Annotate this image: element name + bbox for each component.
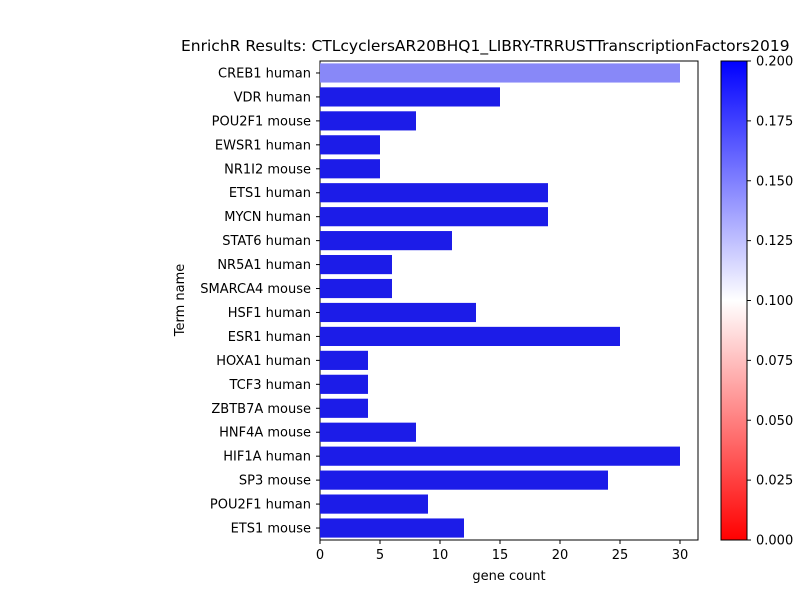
plot-area: [319, 60, 699, 541]
bar: [320, 111, 416, 131]
bar: [320, 518, 464, 538]
y-tick-label: STAT6 human: [222, 234, 311, 249]
x-tick-label: 15: [492, 548, 509, 563]
bar: [320, 135, 380, 155]
x-tick-label: 30: [672, 548, 689, 563]
bar: [320, 494, 428, 514]
colorbar-tick-label: 0.150: [756, 174, 793, 189]
bar: [320, 207, 548, 227]
y-tick-label: HOXA1 human: [216, 354, 311, 369]
y-tick-label: MYCN human: [224, 210, 311, 225]
bar: [320, 398, 368, 418]
y-tick-label: HSF1 human: [228, 306, 311, 321]
y-tick-label: SP3 mouse: [239, 474, 311, 489]
bar: [320, 470, 608, 490]
colorbar-tick-label: 0.075: [756, 354, 793, 369]
bar: [320, 63, 680, 83]
x-axis-label: gene count: [472, 569, 545, 584]
y-tick-label: ETS1 human: [229, 186, 311, 201]
bar: [320, 183, 548, 203]
colorbar-tick-label: 0.000: [756, 534, 793, 549]
y-tick-label: VDR human: [234, 90, 311, 105]
y-tick-label: TCF3 human: [229, 378, 312, 393]
y-tick-label: NR5A1 human: [217, 258, 311, 273]
x-axis-ticks: 0 5 10 15 20 25 30: [316, 540, 688, 563]
y-tick-label: POU2F1 human: [210, 498, 311, 513]
bar: [320, 446, 680, 466]
y-tick-label: EWSR1 human: [215, 138, 311, 153]
bar: [320, 302, 476, 323]
bar: [320, 231, 452, 251]
bar: [320, 159, 380, 179]
x-tick-label: 0: [316, 548, 324, 563]
y-tick-label: ETS1 mouse: [231, 522, 311, 537]
y-tick-label: HNF4A mouse: [219, 426, 311, 441]
y-tick-label: ESR1 human: [228, 330, 311, 345]
bar: [320, 374, 368, 394]
bar: [320, 422, 416, 442]
y-tick-label: NR1I2 mouse: [224, 162, 311, 177]
y-tick-label: HIF1A human: [223, 450, 311, 465]
y-axis-label: Term name: [173, 264, 188, 338]
colorbar-tick-label: 0.100: [756, 294, 793, 309]
y-tick-label: ZBTB7A mouse: [211, 402, 311, 417]
x-tick-label: 20: [552, 548, 569, 563]
colorbar-tick-label: 0.125: [756, 234, 793, 249]
y-axis-ticks: CREB1 human VDR human POU2F1 mouse EWSR1 hu…: [200, 66, 320, 537]
colorbar-tick-label: 0.050: [756, 414, 793, 429]
x-tick-label: 5: [376, 548, 384, 563]
y-tick-label: POU2F1 mouse: [212, 114, 311, 129]
colorbar-tick-label: 0.200: [756, 55, 793, 70]
x-tick-label: 10: [432, 548, 449, 563]
plot-frame: [319, 60, 699, 541]
x-tick-label: 25: [612, 548, 629, 563]
bar: [320, 326, 620, 347]
colorbar-gradient: [720, 60, 748, 541]
bar: [320, 278, 392, 299]
bar: [320, 87, 500, 107]
bar: [320, 350, 368, 370]
bars: [320, 63, 680, 538]
bar: [320, 254, 392, 275]
colorbar-tick-label: 0.025: [756, 474, 793, 489]
colorbar-tick-label: 0.175: [756, 114, 793, 129]
y-tick-label: SMARCA4 mouse: [200, 282, 311, 297]
y-tick-label: CREB1 human: [218, 66, 311, 81]
chart-title: EnrichR Results: CTLcyclersAR20BHQ1_LIBR…: [181, 37, 790, 56]
colorbar: 0.000 0.025 0.050 0.075 0.100 0.125 0.150 0.175…: [720, 55, 793, 549]
colorbar-ticks: 0.000 0.025 0.050 0.075 0.100 0.125 0.150 0.175…: [747, 55, 793, 549]
